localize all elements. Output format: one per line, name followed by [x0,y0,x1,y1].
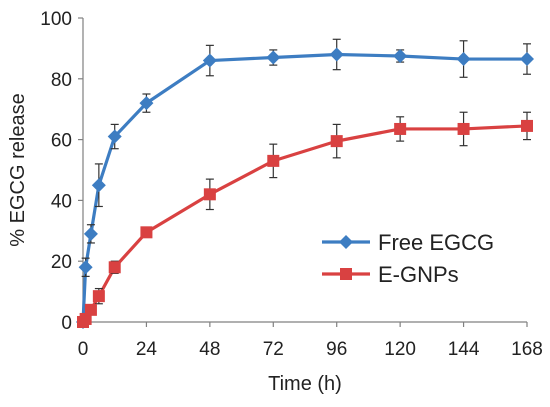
x-tick-label: 0 [78,339,89,360]
data-point [393,49,408,63]
legend-swatch-marker [339,235,353,249]
data-point [107,129,122,144]
data-point [84,303,97,316]
data-point [78,260,93,275]
x-tick-label: 168 [511,339,543,360]
y-axis-title: % EGCG release [7,93,29,246]
x-tick-label: 72 [263,339,284,360]
series-1 [77,111,533,328]
data-point [394,122,407,135]
series-0 [76,38,534,329]
series-layer [76,38,534,329]
axes: 0 20 40 60 80 100 0 24 48 72 96 120 144 168 [40,9,543,360]
y-tick-label: 80 [51,70,72,91]
x-tick-label: 144 [448,339,480,360]
data-point [329,47,344,62]
y-tick-label: 60 [51,131,72,152]
data-point [266,50,281,65]
legend-label: Free EGCG [378,230,494,255]
data-point [108,261,121,274]
x-axis-title: Time (h) [268,373,342,395]
y-tick-label: 100 [40,9,72,30]
legend-label: E-GNPs [378,262,459,287]
series-line [81,52,527,323]
x-tick-label: 120 [384,339,416,360]
data-point [521,119,533,132]
legend-swatch-marker [340,268,352,280]
x-tick-label: 48 [199,339,220,360]
data-point [83,226,98,241]
data-point [92,290,105,303]
data-point [457,122,470,135]
data-point [79,312,92,325]
y-tick-label: 40 [51,191,72,212]
x-tick-label: 96 [326,339,347,360]
data-point [202,53,217,68]
legend: Free EGCG E-GNPs [322,230,494,287]
y-tick-label: 0 [61,313,72,334]
data-point [267,154,280,167]
series-line [81,124,528,324]
data-point [330,135,343,148]
data-point [140,226,153,239]
data-point [91,178,106,193]
y-tick-label: 20 [51,252,72,273]
data-point [139,96,154,111]
x-tick-label: 24 [136,339,158,360]
data-point [203,188,216,201]
data-point [520,52,534,67]
data-point [456,52,471,67]
